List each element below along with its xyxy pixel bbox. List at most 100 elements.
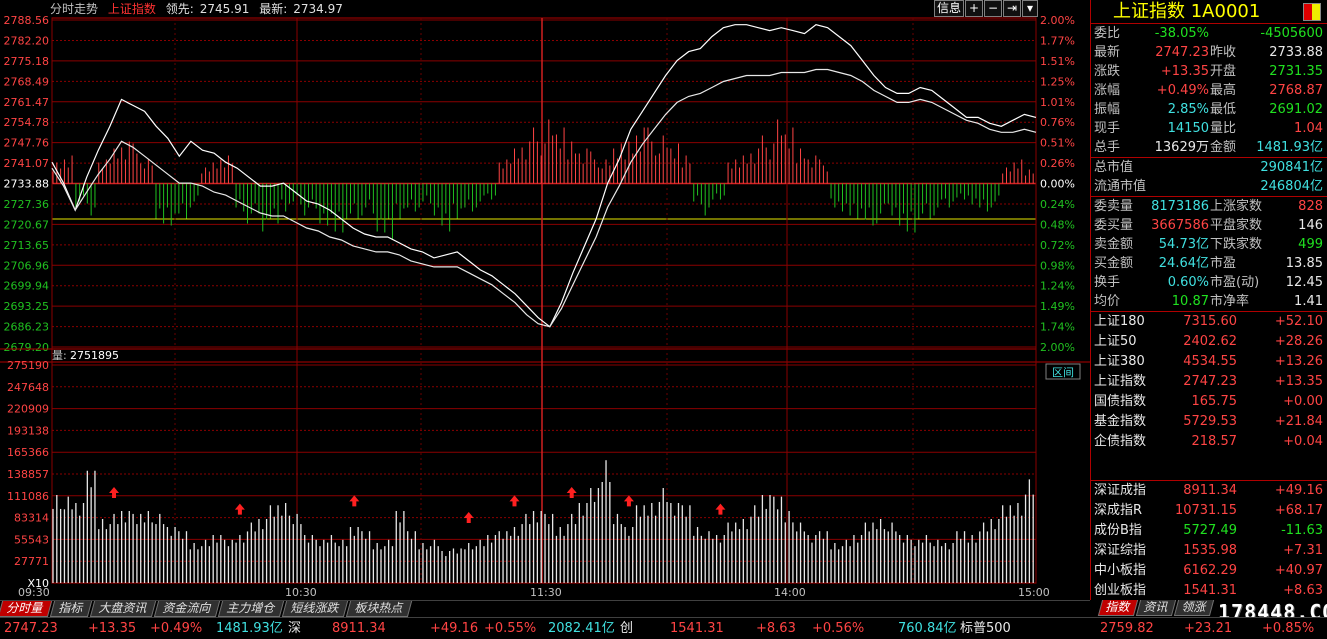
panel-tab-0[interactable]: 指数 xyxy=(1097,600,1139,616)
index-price: 2402.62 xyxy=(1183,334,1237,349)
time-tick-label: 09:30 xyxy=(18,586,50,599)
quote-value: 290841亿 xyxy=(1260,160,1323,175)
index-row[interactable]: 基金指数 5729.53 +21.84 xyxy=(1091,412,1327,432)
index-list-sz: 深证成指 8911.34 +49.16 深成指R 10731.15 +68.17 成份B指 5… xyxy=(1091,480,1327,601)
volume-tick-label: 138857 xyxy=(7,468,49,481)
quote-row: 委比 -38.05% -4505600 xyxy=(1091,24,1327,43)
tab-3[interactable]: 资金流向 xyxy=(153,601,221,617)
quote-row: 委卖量 8173186 上涨家数 828 xyxy=(1091,197,1327,216)
index-row[interactable]: 上证指数 2747.23 +13.35 xyxy=(1091,372,1327,392)
zoom-out-icon[interactable]: − xyxy=(984,0,1002,17)
index-row[interactable]: 创业板指 1541.31 +8.63 xyxy=(1091,581,1327,601)
index-row[interactable]: 上证380 4534.55 +13.26 xyxy=(1091,352,1327,372)
status-sz-change: +49.16 xyxy=(430,621,479,636)
time-tick-label: 10:30 xyxy=(285,586,317,599)
price-tick-label: 2741.07 xyxy=(4,157,50,170)
index-row[interactable]: 深证成指 8911.34 +49.16 xyxy=(1091,481,1327,501)
color-flag-icon[interactable] xyxy=(1303,3,1321,21)
quote-value: 499 xyxy=(1298,237,1323,252)
average-line xyxy=(51,68,1037,328)
index-row[interactable]: 深成指R 10731.15 +68.17 xyxy=(1091,501,1327,521)
index-price: 165.75 xyxy=(1191,394,1238,409)
index-row[interactable]: 深证综指 1535.98 +7.31 xyxy=(1091,541,1327,561)
quote-label: 流通市值 xyxy=(1094,179,1147,194)
quote-value: 1.41 xyxy=(1294,294,1323,309)
quote-label: 最低 xyxy=(1210,102,1237,117)
volume-arrow-icon xyxy=(715,503,726,515)
index-list-sh: 上证180 7315.60 +52.10 上证50 2402.62 +28.26 上证380… xyxy=(1091,311,1327,452)
quote-value: 828 xyxy=(1298,199,1323,214)
quote-row: 均价 10.87 市净率 1.41 xyxy=(1091,292,1327,311)
price-tick-label: 2782.20 xyxy=(4,34,50,47)
price-tick-label: 2699.94 xyxy=(4,280,50,293)
chart-toolbar: 信息 + − ⇥ ▾ xyxy=(934,0,1039,18)
volume-tick-label: X10 xyxy=(27,577,49,590)
volume-arrow-icon xyxy=(566,487,577,499)
quote-row: 委买量 3667586 平盘家数 146 xyxy=(1091,216,1327,235)
index-change: +13.35 xyxy=(1274,374,1323,389)
quote-label: 总手 xyxy=(1094,140,1121,155)
interval-label: 区间 xyxy=(1052,366,1074,379)
quote-label: 市盈(动) xyxy=(1210,275,1260,290)
interval-button[interactable] xyxy=(1045,363,1081,380)
quote-label: 市盈 xyxy=(1210,256,1237,271)
quote-value: +13.35 xyxy=(1160,64,1209,79)
tab-5[interactable]: 短线涨跌 xyxy=(281,601,349,617)
index-change: +68.17 xyxy=(1274,503,1323,518)
volume-tick-label: 193138 xyxy=(7,424,49,437)
market-cap-block: 总市值 290841亿 流通市值 246804亿 xyxy=(1091,157,1327,196)
index-row[interactable]: 中小板指 6162.29 +40.97 xyxy=(1091,561,1327,581)
status-sh-change: +13.35 xyxy=(88,621,137,636)
quote-value: 54.73亿 xyxy=(1158,237,1209,252)
chart-area[interactable]: 2788.56 2.00% 2782.20 1.77% 2775.18 1.51% 2768… xyxy=(0,0,1090,600)
index-row[interactable]: 企债指数 218.57 +0.04 xyxy=(1091,432,1327,452)
volume-arrow-icon xyxy=(463,511,474,523)
info-button[interactable]: 信息 xyxy=(934,0,964,17)
quote-label: 均价 xyxy=(1094,294,1121,309)
pct-tick-label: 1.49% xyxy=(1040,300,1075,313)
index-price: 5729.53 xyxy=(1183,414,1237,429)
status-sz-pct: +0.55% xyxy=(484,621,537,636)
status-sp-label: 标普500 xyxy=(960,621,1011,636)
pct-tick-label: 0.76% xyxy=(1040,116,1075,129)
index-name: 上证指数 xyxy=(107,2,156,16)
tab-2[interactable]: 大盘资讯 xyxy=(89,601,157,617)
quote-value: 8173186 xyxy=(1151,199,1209,214)
dropdown-icon[interactable]: ▾ xyxy=(1022,0,1038,17)
index-row[interactable]: 上证180 7315.60 +52.10 xyxy=(1091,312,1327,332)
index-name: 深证综指 xyxy=(1094,543,1147,558)
tab-1[interactable]: 指标 xyxy=(49,601,93,617)
quote-value: 13.85 xyxy=(1285,256,1323,271)
volume-tick-label: 165366 xyxy=(7,446,49,459)
index-name: 深成指R xyxy=(1094,503,1143,518)
quote-row: 买金额 24.64亿 市盈 13.85 xyxy=(1091,254,1327,273)
index-row[interactable]: 国债指数 165.75 +0.00 xyxy=(1091,392,1327,412)
volume-tick-label: 247648 xyxy=(7,381,49,394)
panel-tab-1[interactable]: 资讯 xyxy=(1135,600,1177,616)
index-row[interactable]: 上证50 2402.62 +28.26 xyxy=(1091,332,1327,352)
index-change: +21.84 xyxy=(1274,414,1323,429)
index-row[interactable]: 成份B指 5727.49 -11.63 xyxy=(1091,521,1327,541)
jump-end-icon[interactable]: ⇥ xyxy=(1003,0,1021,17)
quote-value: +0.49% xyxy=(1156,83,1209,98)
index-change: +40.97 xyxy=(1274,563,1323,578)
index-change: +52.10 xyxy=(1274,314,1323,329)
status-sz-price: 8911.34 xyxy=(332,621,386,636)
volume-tick-label: 111086 xyxy=(7,490,49,503)
quote-row: 卖金额 54.73亿 下跌家数 499 xyxy=(1091,235,1327,254)
intraday-chart[interactable]: 2788.56 2.00% 2782.20 1.77% 2775.18 1.51% 2768… xyxy=(0,0,1090,600)
volume-tick-label: 55543 xyxy=(14,533,49,546)
quote-row: 涨幅 +0.49% 最高 2768.87 xyxy=(1091,81,1327,100)
index-name: 中小板指 xyxy=(1094,563,1147,578)
quote-value: 12.45 xyxy=(1285,275,1323,290)
tab-4[interactable]: 主力增仓 xyxy=(217,601,285,617)
index-name: 上证380 xyxy=(1094,354,1145,369)
quote-label: 振幅 xyxy=(1094,102,1121,117)
panel-tab-2[interactable]: 领涨 xyxy=(1173,600,1215,616)
zoom-in-icon[interactable]: + xyxy=(965,0,983,17)
index-name: 成份B指 xyxy=(1094,523,1142,538)
tab-0[interactable]: 分时量 xyxy=(0,601,53,617)
time-tick-label: 14:00 xyxy=(774,586,806,599)
quote-label: 昨收 xyxy=(1210,45,1237,60)
tab-6[interactable]: 板块热点 xyxy=(345,601,413,617)
